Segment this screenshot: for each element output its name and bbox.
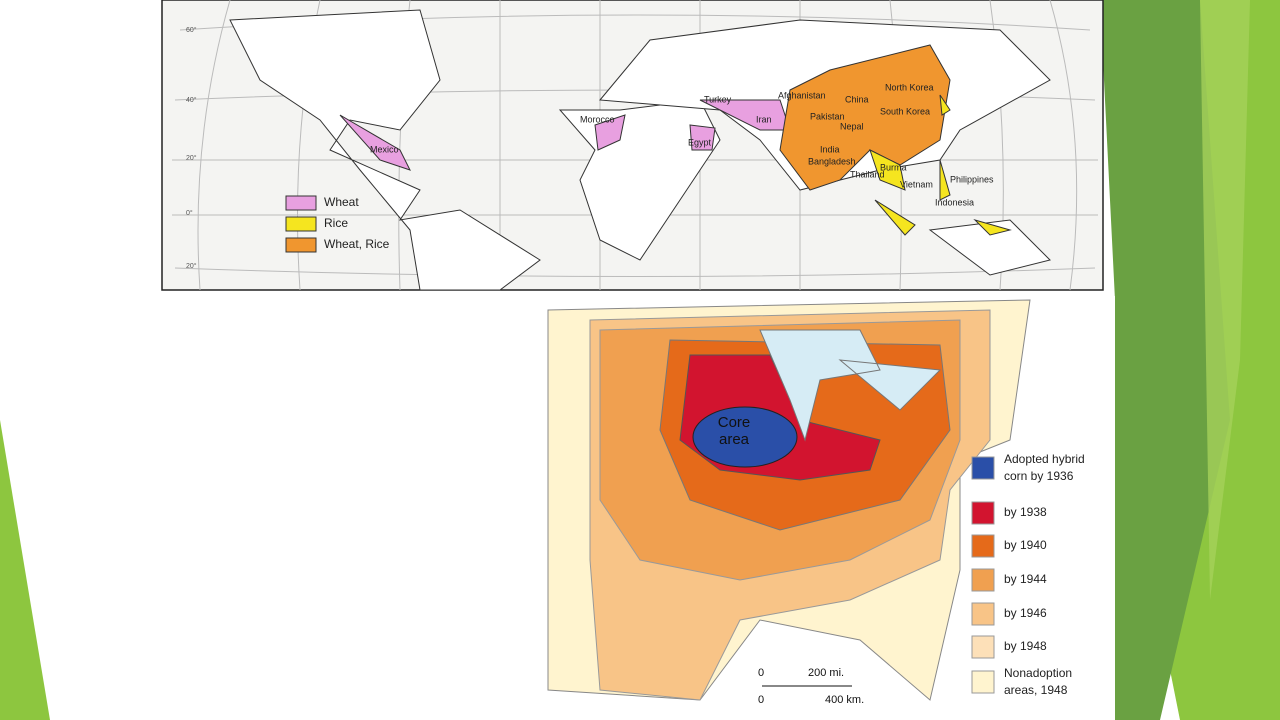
country-label: Thailand — [850, 169, 885, 179]
country-label: China — [845, 94, 869, 104]
country-label: Mexico — [370, 144, 399, 154]
legend-swatch — [971, 456, 995, 480]
legend-label: by 1944 — [1004, 572, 1047, 586]
legend-swatch — [971, 602, 995, 626]
legend-swatch — [971, 568, 995, 592]
legend-label: by 1946 — [1004, 606, 1047, 620]
legend-swatch — [971, 534, 995, 558]
country-label: North Korea — [885, 82, 934, 92]
latitude-label: 40° — [186, 96, 197, 104]
legend-swatch — [971, 670, 995, 694]
country-label: Egypt — [688, 137, 712, 147]
legend-label: Rice — [324, 216, 348, 230]
legend-label: by 1940 — [1004, 538, 1047, 552]
legend-swatch — [285, 237, 317, 253]
country-label: Afghanistan — [778, 90, 826, 100]
legend-label: Adopted hybrid — [1004, 452, 1085, 466]
rice-region — [869, 94, 1012, 236]
scale-label: 400 km. — [825, 694, 864, 706]
legend-swatch — [971, 501, 995, 525]
decor — [0, 420, 50, 720]
country-label: India — [820, 144, 840, 154]
country-label: Iran — [756, 114, 772, 124]
core-label: Core — [718, 414, 751, 431]
legend-label: areas, 1948 — [1004, 683, 1068, 697]
country-label: Bangladesh — [808, 156, 856, 166]
lakes — [759, 329, 942, 442]
latitude-label: 0° — [186, 209, 193, 217]
decor — [1100, 0, 1230, 720]
latitude-label: 60° — [186, 26, 197, 34]
country-label: Turkey — [704, 94, 732, 104]
legend-label: Wheat, Rice — [324, 237, 390, 251]
legend-label: by 1938 — [1004, 505, 1047, 519]
legend-swatch — [971, 635, 995, 659]
country-label: Nepal — [840, 121, 864, 131]
scale-label: 200 mi. — [808, 667, 844, 679]
country-label: Vietnam — [900, 179, 933, 189]
legend-swatch — [285, 216, 317, 232]
legend-swatch — [285, 195, 317, 211]
wheat-region — [339, 114, 411, 171]
core-area — [692, 406, 798, 468]
scale-label: 0 — [758, 694, 764, 706]
country-label: South Korea — [880, 106, 930, 116]
latitude-label: 20° — [186, 262, 197, 270]
decor — [1200, 0, 1250, 600]
country-label: Philippines — [950, 174, 994, 184]
latitude-label: 20° — [186, 154, 197, 162]
legend-label: by 1948 — [1004, 639, 1047, 653]
country-label: Pakistan — [810, 111, 845, 121]
scale-label: 0 — [758, 667, 764, 679]
country-label: Indonesia — [935, 197, 974, 207]
legend-label: corn by 1936 — [1004, 469, 1074, 483]
legend-label: Nonadoption — [1004, 666, 1072, 680]
core-label: area — [719, 431, 750, 448]
legend-label: Wheat — [324, 195, 359, 209]
country-label: Burma — [880, 162, 907, 172]
country-label: Morocco — [580, 114, 615, 124]
